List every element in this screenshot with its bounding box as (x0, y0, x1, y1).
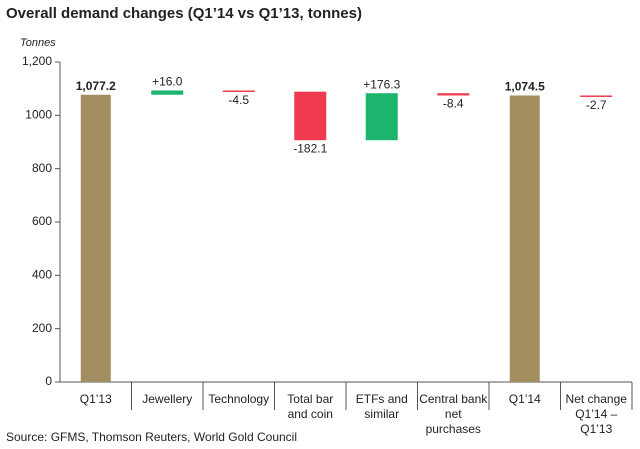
value-label: -2.7 (586, 98, 607, 112)
bar (151, 90, 184, 95)
value-label: +176.3 (363, 77, 400, 91)
y-tick-label: 400 (32, 268, 52, 282)
value-label: 1,074.5 (505, 80, 545, 94)
x-tick-label: Q1’14 (508, 392, 541, 406)
y-tick-label: 800 (32, 161, 52, 175)
source: Source: GFMS, Thomson Reuters, World Gol… (6, 430, 297, 444)
value-label: -182.1 (293, 141, 327, 155)
value-label: -4.5 (228, 93, 249, 107)
bar (437, 93, 470, 96)
value-label: 1,077.2 (76, 79, 116, 93)
y-tick-label: 1000 (25, 108, 52, 122)
bar (509, 95, 540, 382)
bar (222, 90, 255, 92)
y-tick-label: 0 (45, 374, 52, 388)
x-tick-label: Net change Q1’14 – Q1’13 (565, 392, 627, 436)
y-tick-label: 200 (32, 321, 52, 335)
x-tick-label: Technology (208, 392, 270, 406)
x-tick-label: ETFs and similar (355, 392, 408, 421)
y-tick-label: 600 (32, 214, 52, 228)
value-label: -8.4 (443, 97, 464, 111)
bar (365, 93, 398, 141)
x-tick-label: Total bar and coin (287, 392, 334, 421)
bar (80, 94, 111, 382)
y-axis-label: Tonnes (20, 37, 56, 49)
bar (580, 95, 613, 97)
x-tick-label: Central bank net purchases (419, 392, 488, 436)
chart-title: Overall demand changes (Q1’14 vs Q1’13, … (6, 5, 362, 22)
x-tick-label: Jewellery (142, 392, 193, 406)
value-label: +16.0 (152, 75, 183, 89)
bar (294, 91, 327, 141)
x-tick-label: Q1’13 (79, 392, 112, 406)
y-tick-label: 1,200 (22, 54, 52, 68)
